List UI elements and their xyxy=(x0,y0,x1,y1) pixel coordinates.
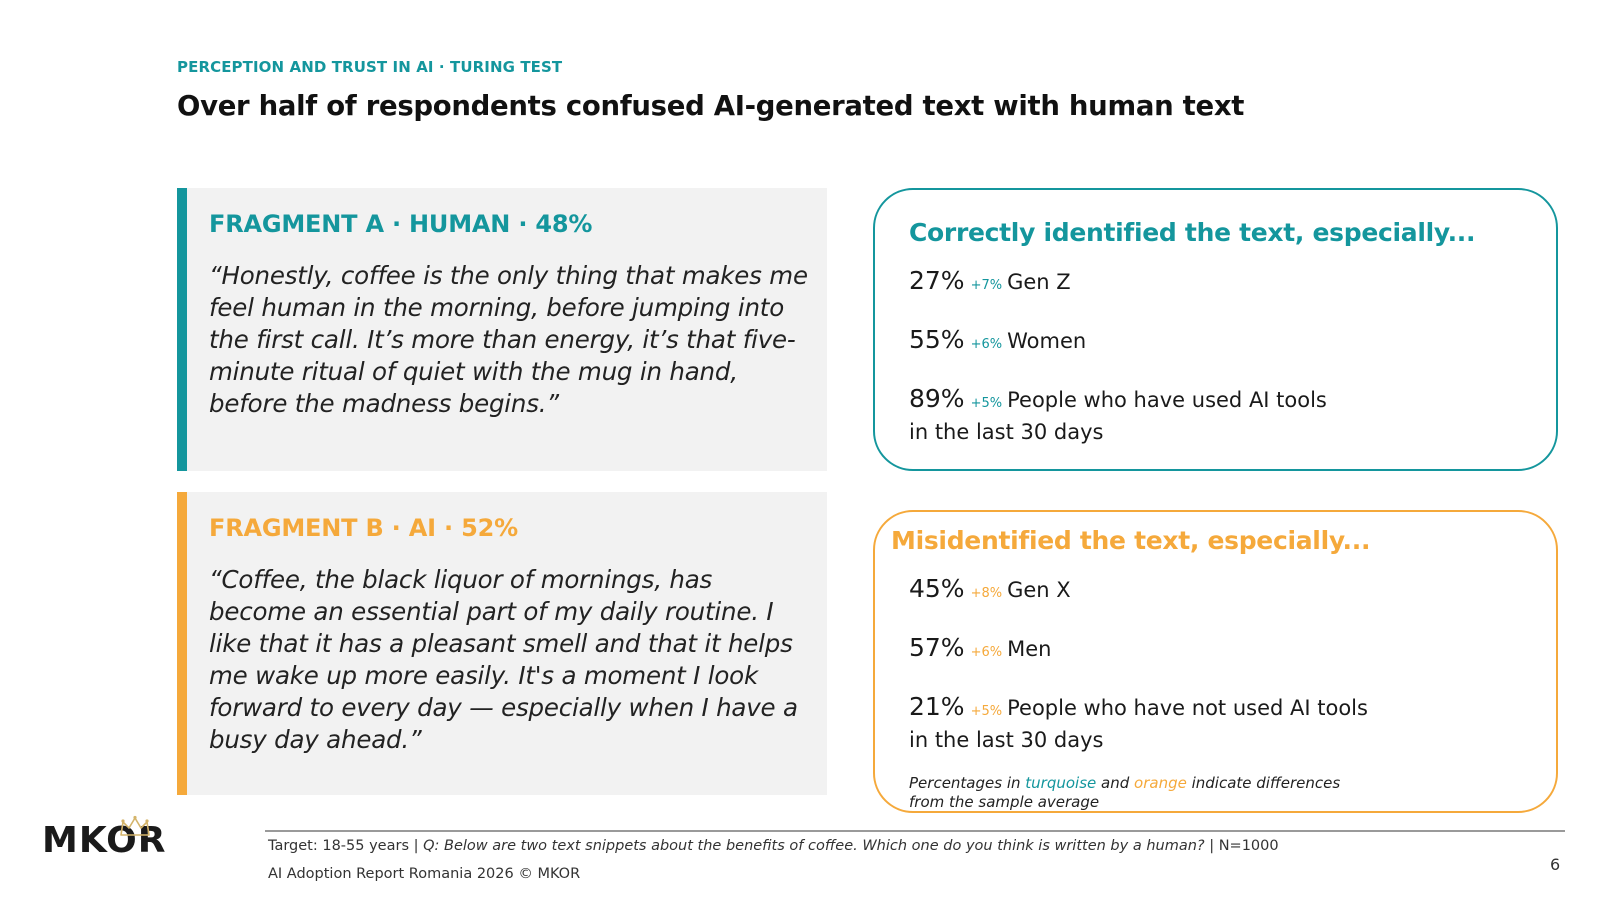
stat-percent: 55% xyxy=(909,325,965,354)
stat-diff: +7% xyxy=(970,278,1003,293)
stat-label: Gen Z xyxy=(1007,270,1071,294)
stat-percent: 57% xyxy=(909,633,965,662)
note-text: indicate differences from the sample ave… xyxy=(909,774,1341,811)
fragment-b-heading: FRAGMENT B · AI · 52% xyxy=(209,514,518,542)
stat-percent: 27% xyxy=(909,266,965,295)
footer-divider xyxy=(265,830,1565,832)
stat-label: Women xyxy=(1007,329,1087,353)
note-text: Percentages in xyxy=(909,774,1026,792)
footer-question: Q: Below are two text snippets about the… xyxy=(423,838,1205,854)
misidentified-stats: 45% +8% Gen X 57% +6% Men 21% +5% People who h… xyxy=(891,575,1556,754)
stat-row: 55% +6% Women xyxy=(909,326,1556,359)
misidentified-box-title: Misidentified the text, especially... xyxy=(891,526,1371,555)
crown-icon xyxy=(120,815,150,836)
fragment-a-heading: FRAGMENT A · HUMAN · 48% xyxy=(209,210,593,238)
stat-label: Gen X xyxy=(1007,578,1071,602)
fragment-a-panel: FRAGMENT A · HUMAN · 48% “Honestly, coff… xyxy=(177,188,827,471)
footer-report: AI Adoption Report Romania 2026 © MKOR xyxy=(268,866,581,882)
stat-label-line2: in the last 30 days xyxy=(909,420,1104,444)
note-orange: orange xyxy=(1134,774,1187,792)
stat-row: 57% +6% Men xyxy=(909,634,1556,667)
page-title: Over half of respondents confused AI-gen… xyxy=(177,90,1245,122)
misidentified-box: Misidentified the text, especially... 45… xyxy=(873,510,1558,813)
stat-percent: 21% xyxy=(909,692,965,721)
kicker: PERCEPTION AND TRUST IN AI · TURING TEST xyxy=(177,58,563,76)
footer-target: Target: 18-55 years | xyxy=(268,838,424,854)
note-turquoise: turquoise xyxy=(1025,774,1097,792)
stat-row: 45% +8% Gen X xyxy=(909,575,1556,608)
footer-sample: | N=1000 xyxy=(1204,838,1279,854)
note-text: and xyxy=(1096,774,1135,792)
stat-diff: +6% xyxy=(970,645,1003,660)
stat-diff: +8% xyxy=(970,586,1003,601)
fragment-a-accent-bar xyxy=(177,188,187,471)
fragment-b-accent-bar xyxy=(177,492,187,795)
stat-label-line2: in the last 30 days xyxy=(909,728,1104,752)
stat-label: People who have used AI tools xyxy=(1007,388,1327,412)
stat-row: 27% +7% Gen Z xyxy=(909,267,1556,300)
fragment-b-quote: “Coffee, the black liquor of mornings, h… xyxy=(209,565,798,754)
correct-stats: 27% +7% Gen Z 55% +6% Women 89% +5% People who… xyxy=(909,267,1556,446)
color-legend-note: Percentages in turquoise and orange indi… xyxy=(891,774,1361,812)
stat-row: 89% +5% People who have used AI tools in t… xyxy=(909,385,1556,446)
fragment-b-panel: FRAGMENT B · AI · 52% “Coffee, the black… xyxy=(177,492,827,795)
stat-percent: 45% xyxy=(909,574,965,603)
fragment-a-quote: “Honestly, coffee is the only thing that… xyxy=(209,261,808,418)
stat-label: Men xyxy=(1007,637,1052,661)
page-number: 6 xyxy=(1550,855,1561,874)
stat-label: People who have not used AI tools xyxy=(1007,696,1368,720)
stat-row: 21% +5% People who have not used AI tools … xyxy=(909,693,1556,754)
stat-diff: +5% xyxy=(970,396,1003,411)
footer-methodology: Target: 18-55 years | Q: Below are two t… xyxy=(268,838,1279,854)
stat-diff: +5% xyxy=(970,704,1003,719)
stat-percent: 89% xyxy=(909,384,965,413)
correct-box: Correctly identified the text, especiall… xyxy=(873,188,1558,471)
correct-box-title: Correctly identified the text, especiall… xyxy=(909,218,1476,247)
mkor-logo: MKOR xyxy=(42,820,167,861)
stat-diff: +6% xyxy=(970,337,1003,352)
